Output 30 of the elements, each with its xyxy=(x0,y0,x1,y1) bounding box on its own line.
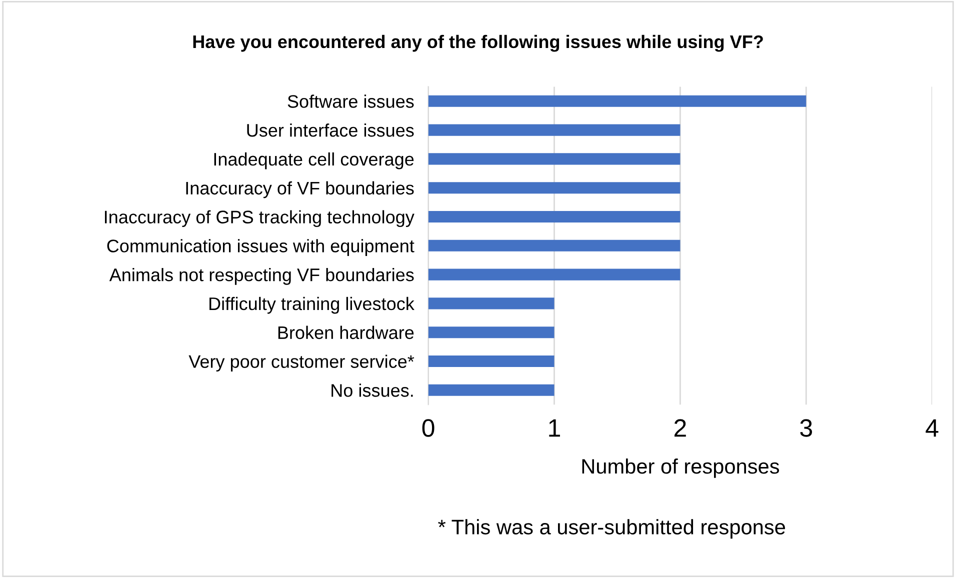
text: * This was a user-submitted response xyxy=(438,519,786,539)
bar xyxy=(428,268,680,280)
bar xyxy=(428,240,680,252)
x-tick-label: 2 xyxy=(674,419,686,437)
bar xyxy=(428,355,554,368)
x-tick-label: 1 xyxy=(549,419,560,437)
y-tick-label: Software issues xyxy=(288,94,414,108)
y-tick-label: Difficulty training livestock xyxy=(210,296,414,314)
bar xyxy=(428,124,680,136)
bar xyxy=(428,210,680,223)
bar xyxy=(428,298,554,310)
y-tick-label: Inadequate cell coverage xyxy=(214,152,414,170)
y-tick-label: User interface issues xyxy=(247,124,414,137)
y-tick-label: Inaccuracy of VF boundaries xyxy=(186,181,414,198)
y-tick-label: Very poor customer service* xyxy=(188,354,414,372)
bar xyxy=(428,182,680,194)
bar xyxy=(428,95,806,107)
y-tick-label: Animals not respecting VF boundaries xyxy=(109,268,414,285)
y-tick-label: Communication issues with equipment xyxy=(107,239,414,256)
bar xyxy=(428,384,554,396)
x-tick-label: 0 xyxy=(422,419,434,437)
y-tick-label: No issues. xyxy=(332,384,413,397)
x-axis-title: Number of responses xyxy=(582,458,780,478)
bar xyxy=(428,153,680,165)
bar xyxy=(428,326,554,338)
y-tick-label: Broken hardware xyxy=(278,326,414,340)
y-tick-label: Inaccuracy of GPS tracking technology xyxy=(104,210,414,228)
x-tick-label: 3 xyxy=(800,419,812,437)
x-tick-label: 4 xyxy=(926,419,938,437)
chart-title: Have you encountered any of the following issues while using VF? xyxy=(193,34,763,52)
